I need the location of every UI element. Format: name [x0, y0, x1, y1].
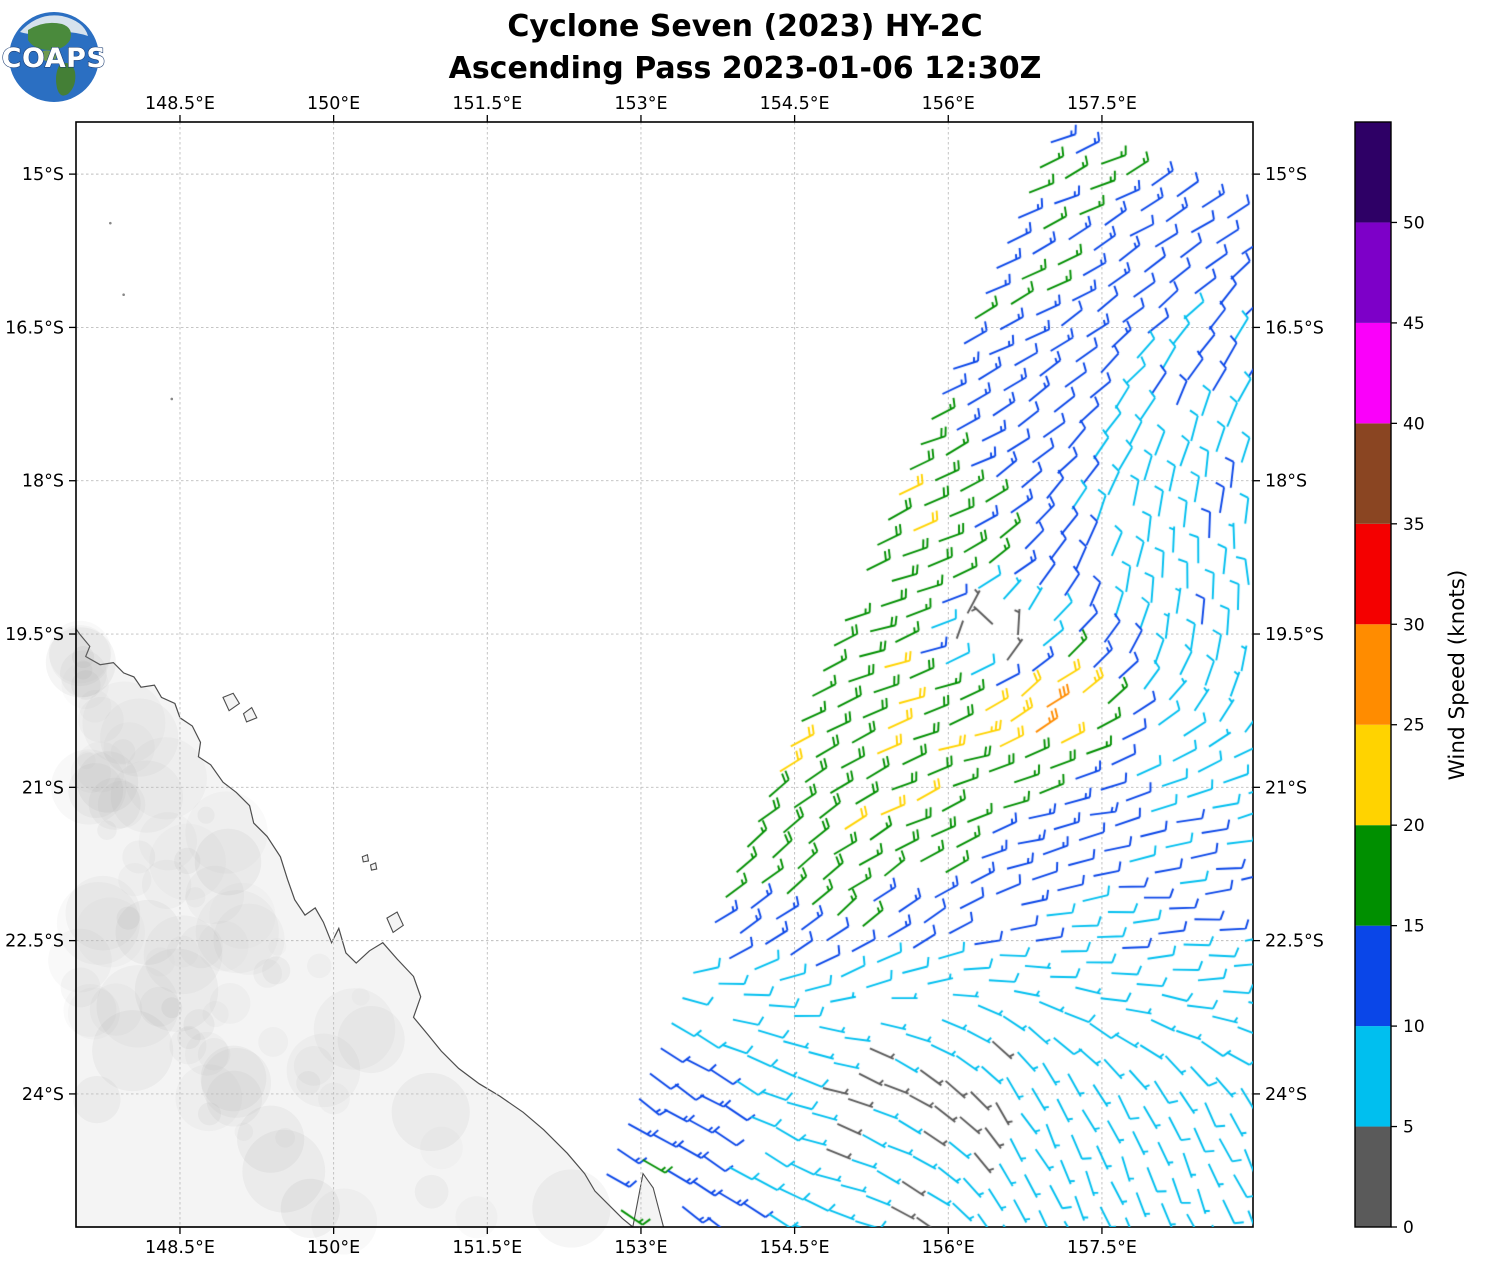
x-tick-label-top: 156°E [922, 94, 975, 114]
y-tick-label-left: 18°S [22, 472, 64, 492]
axes: 148.5°E 148.5°E 150°E 150°E 151.5°E 151.5°E 15… [5, 94, 1324, 1258]
colorbar-tick-label: 45 [1403, 314, 1425, 334]
chart-title: Cyclone Seven (2023) HY-2C [507, 9, 982, 44]
colorbar-tick-label: 40 [1403, 414, 1425, 434]
y-tick-label-left: 16.5°S [5, 318, 64, 338]
colorbar-axis-label: Wind Speed (knots) [1445, 570, 1470, 781]
colorbar-tick-label: 10 [1403, 1017, 1425, 1037]
colorbar-segment [1355, 724, 1391, 826]
colorbar-segment [1355, 322, 1391, 424]
x-tick-label-top: 157.5°E [1067, 94, 1137, 114]
x-tick-label-top: 151.5°E [452, 94, 522, 114]
colorbar-segment [1355, 1126, 1391, 1227]
y-tick-label-right: 15°S [1265, 165, 1307, 185]
colorbar-segment [1355, 925, 1391, 1027]
colorbar-segment [1355, 523, 1391, 625]
x-tick-label-bottom: 153°E [614, 1238, 667, 1258]
y-tick-label-right: 21°S [1265, 778, 1307, 798]
y-tick-label-right: 22.5°S [1265, 932, 1324, 952]
colorbar: 0 5 10 15 20 25 30 35 40 45 50 Wind Speed (knots) [1354, 121, 1470, 1238]
x-tick-label-bottom: 151.5°E [452, 1238, 522, 1258]
y-tick-label-right: 19.5°S [1265, 625, 1324, 645]
y-tick-label-left: 21°S [22, 778, 64, 798]
x-tick-label-bottom: 157.5°E [1067, 1238, 1137, 1258]
colorbar-tick-label: 20 [1403, 816, 1425, 836]
colorbar-tick-label: 5 [1403, 1118, 1414, 1138]
colorbar-segment [1355, 1026, 1391, 1127]
logo-land-patch [40, 50, 57, 62]
x-tick-label-top: 150°E [307, 94, 360, 114]
colorbar-segment [1355, 825, 1391, 926]
colorbar-segment [1355, 122, 1391, 223]
logo-south-america [56, 63, 76, 96]
colorbar-segment [1355, 222, 1391, 323]
wind-barb-layer [76, 122, 1253, 1227]
colorbar-segment [1355, 423, 1391, 524]
y-tick-label-right: 16.5°S [1265, 318, 1324, 338]
colorbar-tick-label: 35 [1403, 515, 1425, 535]
colorbar-tick-label: 30 [1403, 615, 1425, 635]
coaps-logo: COAPS [1, 12, 107, 102]
x-tick-label-bottom: 156°E [922, 1238, 975, 1258]
colorbar-tick-label: 15 [1403, 917, 1425, 937]
x-tick-label-bottom: 150°E [307, 1238, 360, 1258]
colorbar-tick-label: 50 [1403, 213, 1425, 233]
y-tick-label-right: 24°S [1265, 1085, 1307, 1105]
y-tick-label-left: 19.5°S [5, 625, 64, 645]
x-tick-label-top: 154.5°E [760, 94, 830, 114]
chart-subtitle: Ascending Pass 2023-01-06 12:30Z [449, 51, 1042, 86]
y-tick-label-right: 18°S [1265, 472, 1307, 492]
y-tick-label-left: 24°S [22, 1085, 64, 1105]
x-tick-label-bottom: 148.5°E [145, 1238, 215, 1258]
colorbar-tick-label: 0 [1403, 1218, 1414, 1238]
x-tick-label-bottom: 154.5°E [760, 1238, 830, 1258]
y-tick-label-left: 15°S [22, 165, 64, 185]
logo-text: COAPS [2, 43, 107, 74]
x-tick-label-top: 153°E [614, 94, 667, 114]
x-tick-label-top: 148.5°E [145, 94, 215, 114]
y-tick-label-left: 22.5°S [5, 932, 64, 952]
colorbar-segment [1355, 624, 1391, 725]
colorbar-tick-label: 25 [1403, 716, 1425, 736]
logo-north-america [28, 22, 71, 50]
